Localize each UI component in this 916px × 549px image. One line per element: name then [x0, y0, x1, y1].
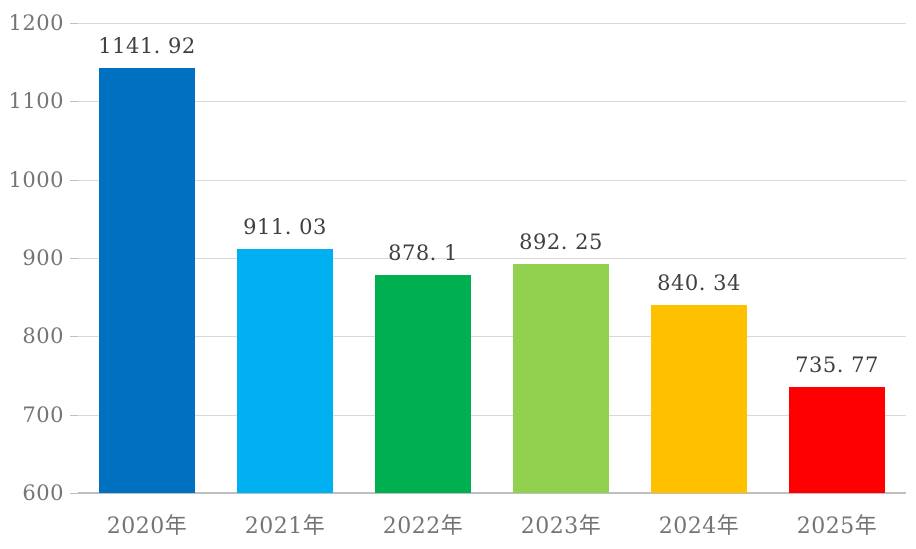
x-category-label: 2022年 [382, 514, 464, 539]
bar-value-label: 911. 03 [243, 215, 327, 240]
bar-value-label: 840. 34 [657, 270, 741, 295]
bar-value-label: 1141. 92 [98, 34, 196, 59]
gridline [78, 23, 906, 24]
y-axis-tick [70, 336, 78, 338]
y-axis-tick [70, 414, 78, 416]
y-axis-tick-label: 600 [22, 481, 64, 505]
bar-value-label: 878. 1 [388, 241, 458, 266]
bar-value-label: 735. 77 [795, 352, 879, 377]
bar [375, 275, 471, 493]
gridline [78, 101, 906, 103]
gridline [78, 414, 906, 416]
y-axis-tick [70, 23, 78, 24]
y-axis-tick [70, 493, 78, 494]
gridline [78, 336, 906, 338]
x-category-label: 2024年 [658, 514, 740, 539]
x-category-label: 2021年 [244, 514, 326, 539]
gridline [78, 258, 906, 259]
bar [513, 264, 609, 493]
bar [651, 304, 747, 493]
gridline [78, 179, 906, 181]
bar [99, 68, 195, 493]
y-axis-tick-label: 700 [22, 402, 64, 427]
x-category-label: 2025年 [796, 514, 878, 539]
y-axis-tick [70, 179, 78, 181]
y-axis-tick-label: 800 [22, 324, 64, 349]
x-category-label: 2020年 [106, 514, 188, 539]
bar [237, 249, 333, 493]
bar [789, 386, 885, 493]
y-axis-tick-label: 900 [22, 246, 64, 270]
y-axis-tick [70, 258, 78, 259]
x-category-label: 2023年 [520, 514, 602, 539]
bar-value-label: 892. 25 [519, 230, 603, 255]
x-axis-line [78, 492, 906, 494]
y-axis-tick [70, 101, 78, 103]
y-axis-tick-label: 1100 [8, 89, 64, 114]
y-axis-tick-label: 1200 [8, 11, 64, 35]
y-axis-tick-label: 1000 [8, 167, 64, 192]
